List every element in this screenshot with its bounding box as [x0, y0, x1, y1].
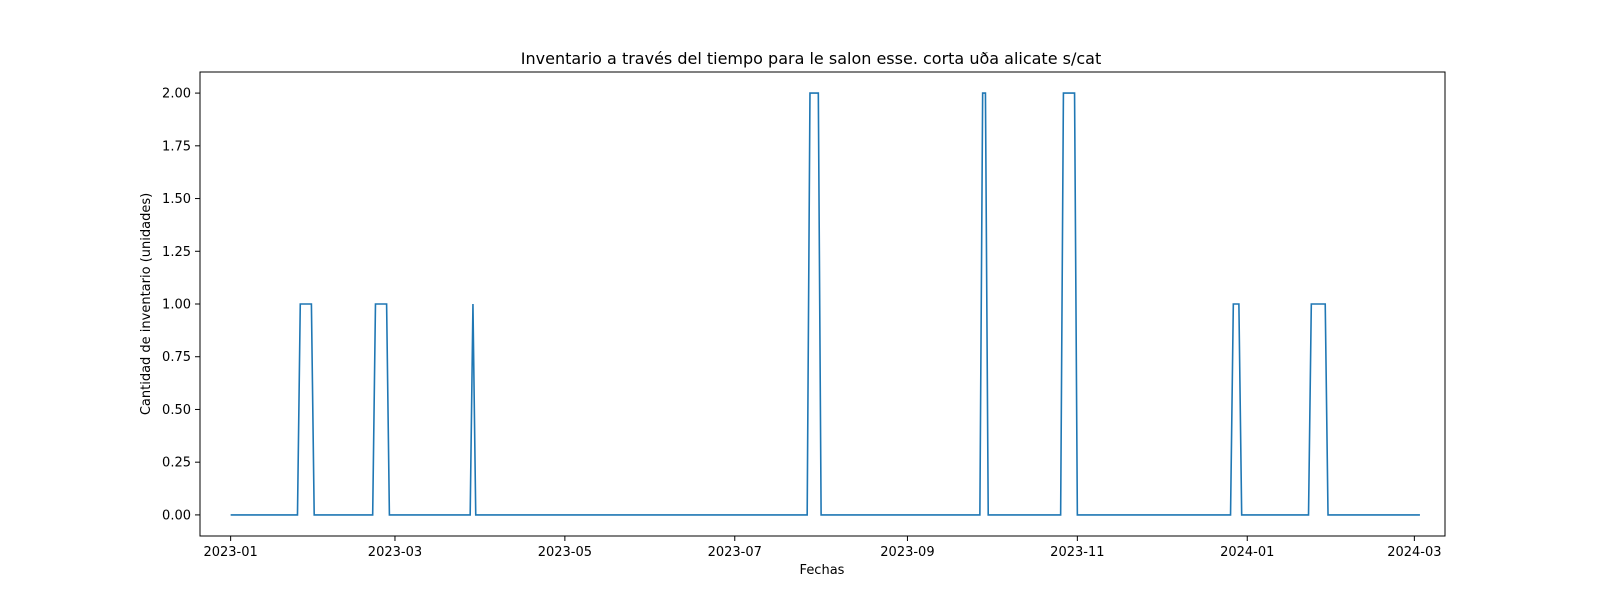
- y-tick-label: 0.75: [162, 350, 191, 365]
- y-tick-label: 2.00: [162, 87, 191, 102]
- plot-frame: [199, 71, 1446, 537]
- y-axis-ticks: 0.00 0.25 0.50 0.75 1.00 1.25 1.50 1.75 2.00: [162, 87, 200, 523]
- x-axis-ticks: 2023-01 2023-03 2023-05 2023-07 2023-09 2023-…: [203, 536, 1442, 560]
- x-tick-label: 2023-09: [880, 545, 934, 560]
- y-tick-label: 0.00: [162, 508, 191, 523]
- y-axis-title: Cantidad de inventario (unidades): [139, 193, 154, 415]
- x-tick-label: 2024-01: [1220, 545, 1274, 560]
- x-axis-title: Fechas: [800, 563, 845, 578]
- y-tick-label: 0.25: [162, 456, 191, 471]
- chart-title: Inventario a través del tiempo para le s…: [521, 49, 1101, 68]
- x-tick-label: 2023-05: [538, 545, 592, 560]
- y-tick-label: 1.25: [162, 245, 191, 260]
- series-line-0: [230, 92, 1420, 516]
- x-tick-label: 2024-03: [1387, 545, 1441, 560]
- y-tick-label: 1.75: [162, 139, 191, 154]
- x-tick-label: 2023-01: [203, 545, 257, 560]
- y-tick-label: 0.50: [162, 403, 191, 418]
- x-tick-label: 2023-03: [368, 545, 422, 560]
- x-tick-label: 2023-11: [1050, 545, 1104, 560]
- x-tick-label: 2023-07: [708, 545, 762, 560]
- y-tick-label: 1.50: [162, 192, 191, 207]
- plot-area: [230, 92, 1420, 516]
- y-tick-label: 1.00: [162, 298, 191, 313]
